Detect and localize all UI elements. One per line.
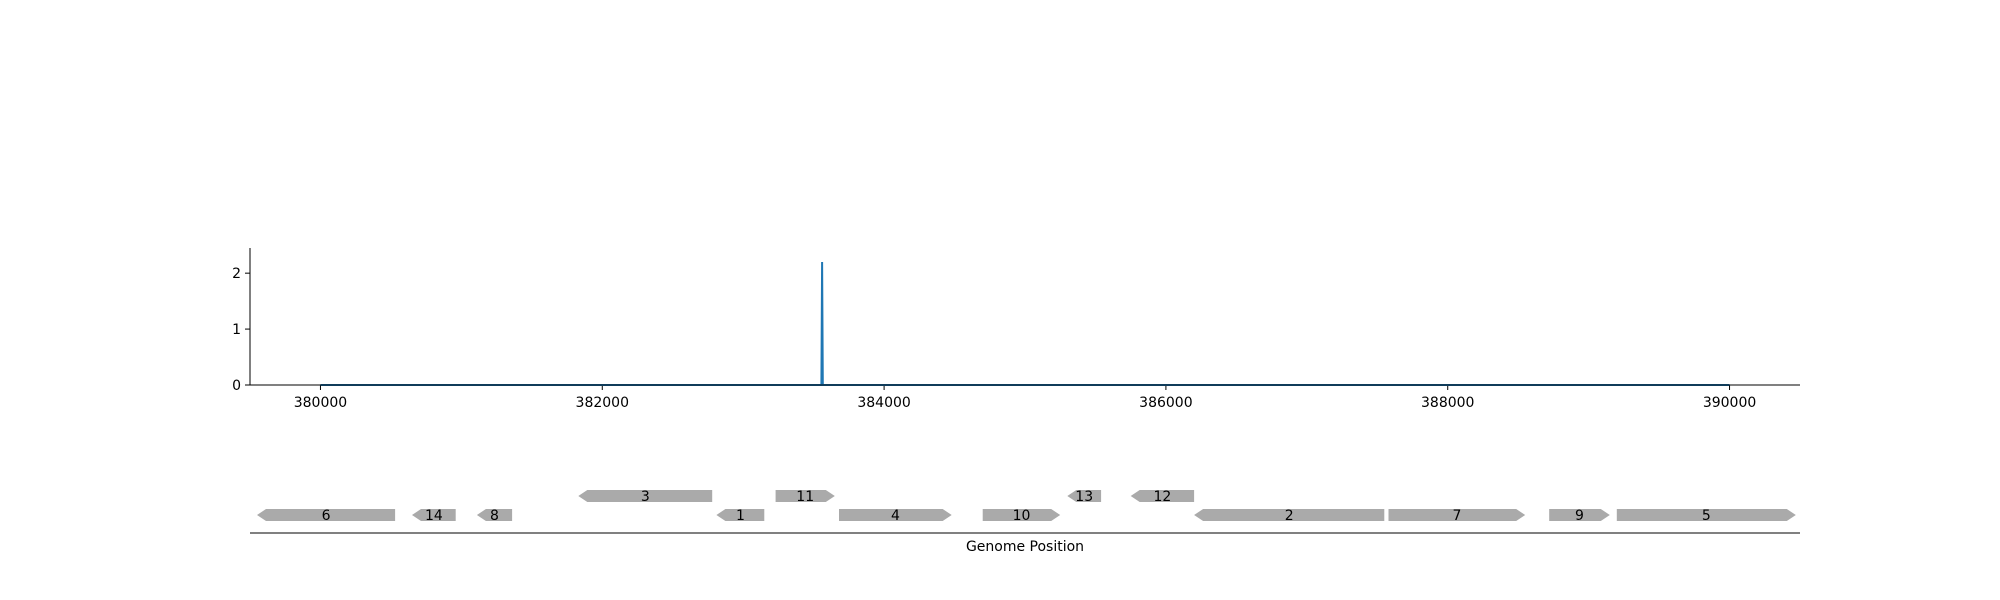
gene-arrow-5: 5 <box>1616 508 1796 524</box>
gene-label: 6 <box>322 508 331 524</box>
gene-arrow-9: 9 <box>1549 508 1610 524</box>
gene-arrow-2: 2 <box>1194 508 1385 524</box>
gene-arrow-shape <box>982 509 1061 521</box>
gene-arrow-6: 6 <box>257 508 396 524</box>
gene-arrow-shape <box>412 509 456 521</box>
gene-arrow-shape <box>257 509 396 521</box>
gene-arrow-shape <box>1067 490 1102 502</box>
gene-label: 14 <box>425 508 443 524</box>
y-tick-label: 0 <box>232 378 241 394</box>
gene-arrow-shape <box>1388 509 1526 521</box>
gene-arrow-4: 4 <box>839 508 952 524</box>
gene-arrow-shape <box>775 490 835 502</box>
gene-arrow-shape <box>1130 490 1195 502</box>
gene-arrow-shape <box>839 509 952 521</box>
gene-arrow-1: 1 <box>716 508 765 524</box>
gene-arrow-shape <box>1549 509 1610 521</box>
gene-arrow-11: 11 <box>775 489 835 505</box>
gene-label: 10 <box>1013 508 1031 524</box>
y-axis-ticks: 0 1 2 <box>232 266 250 394</box>
x-tick-label: 388000 <box>1421 395 1474 411</box>
gene-arrow-3: 3 <box>578 489 713 505</box>
coverage-plot: 0 1 2 380000 382000 384000 386000 388000 390000 <box>232 248 1800 411</box>
gene-label: 2 <box>1285 508 1294 524</box>
x-tick-label: 380000 <box>294 395 347 411</box>
gene-arrow-shape <box>476 509 513 521</box>
gene-label: 7 <box>1452 508 1461 524</box>
gene-label: 8 <box>490 508 499 524</box>
gene-arrow-shape <box>578 490 713 502</box>
gene-arrow-7: 7 <box>1388 508 1526 524</box>
gene-label: 3 <box>641 489 650 505</box>
coverage-series-line <box>320 261 1730 386</box>
x-tick-label: 386000 <box>1139 395 1192 411</box>
x-tick-label: 384000 <box>857 395 910 411</box>
gene-arrow-14: 14 <box>412 508 456 524</box>
gene-arrow-13: 13 <box>1067 489 1102 505</box>
gene-arrow-10: 10 <box>982 508 1061 524</box>
gene-arrow-12: 12 <box>1130 489 1195 505</box>
gene-label: 13 <box>1075 489 1093 505</box>
gene-arrow-shape <box>716 509 765 521</box>
x-tick-label: 390000 <box>1703 395 1756 411</box>
x-axis-ticks: 380000 382000 384000 386000 388000 390000 <box>294 385 1756 411</box>
x-tick-label: 382000 <box>576 395 629 411</box>
gene-arrow-8: 8 <box>476 508 513 524</box>
y-tick-label: 1 <box>232 322 241 338</box>
gene-track-xlabel: Genome Position <box>966 539 1084 555</box>
gene-label: 12 <box>1153 489 1171 505</box>
gene-label: 1 <box>736 508 745 524</box>
gene-label: 11 <box>796 489 814 505</box>
gene-label: 9 <box>1575 508 1584 524</box>
gene-arrow-shape <box>1616 509 1796 521</box>
gene-arrow-shape <box>1194 509 1385 521</box>
gene-label: 5 <box>1702 508 1711 524</box>
y-tick-label: 2 <box>232 266 241 282</box>
gene-label: 4 <box>891 508 900 524</box>
